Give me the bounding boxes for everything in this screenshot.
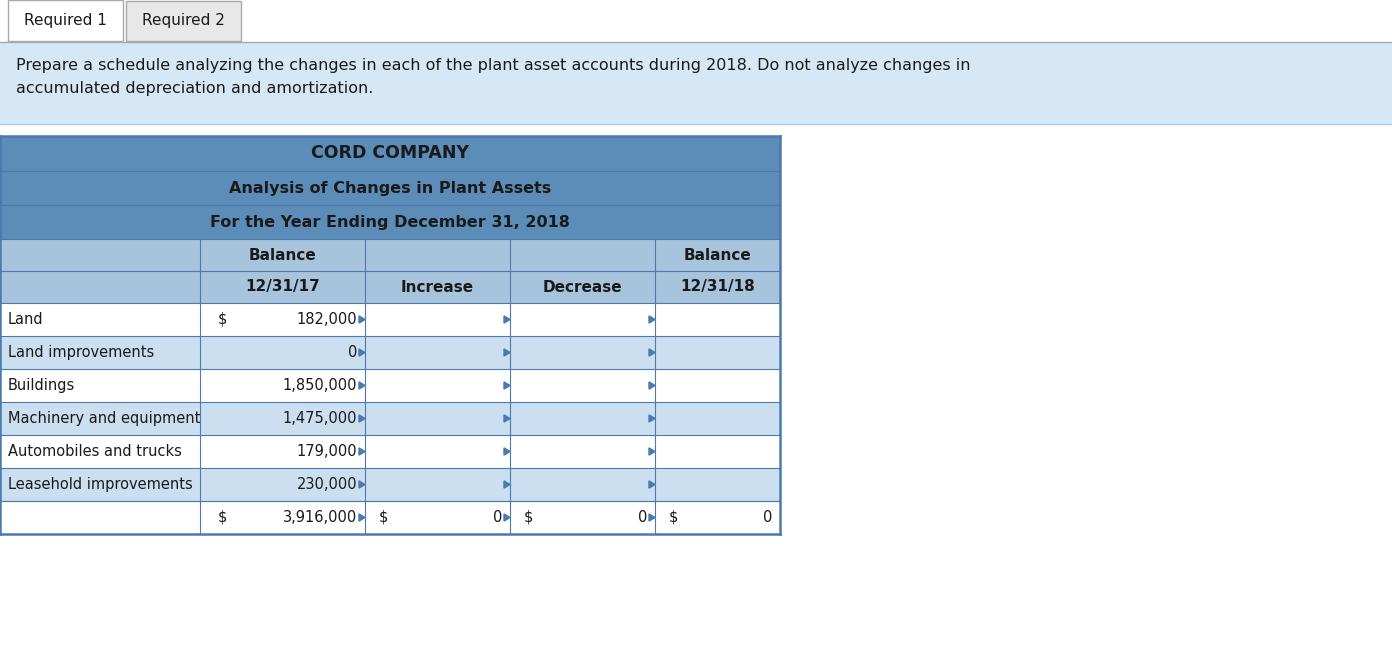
Text: 1,475,000: 1,475,000 [283, 411, 356, 426]
Text: Prepare a schedule analyzing the changes in each of the plant asset accounts dur: Prepare a schedule analyzing the changes… [15, 58, 970, 96]
Text: Analysis of Changes in Plant Assets: Analysis of Changes in Plant Assets [228, 181, 551, 196]
Text: $: $ [219, 312, 227, 327]
Polygon shape [359, 514, 365, 521]
Polygon shape [504, 514, 509, 521]
Text: 179,000: 179,000 [296, 444, 356, 459]
Polygon shape [649, 448, 656, 455]
Bar [0, 303, 780, 336]
Bar [0, 501, 780, 534]
Text: Automobiles and trucks: Automobiles and trucks [8, 444, 182, 459]
Polygon shape [649, 514, 656, 521]
Polygon shape [359, 448, 365, 455]
Bar [0, 435, 780, 468]
Text: 230,000: 230,000 [296, 477, 356, 492]
Bar [0, 0, 1392, 42]
Polygon shape [649, 349, 656, 356]
Text: Balance: Balance [683, 248, 752, 262]
Polygon shape [504, 415, 509, 422]
Text: For the Year Ending December 31, 2018: For the Year Ending December 31, 2018 [210, 214, 569, 229]
Text: 0: 0 [493, 510, 503, 525]
Polygon shape [359, 481, 365, 488]
Polygon shape [504, 481, 509, 488]
Text: 0: 0 [763, 510, 773, 525]
Text: Required 1: Required 1 [24, 13, 107, 28]
Polygon shape [359, 382, 365, 389]
Text: $: $ [379, 510, 388, 525]
Text: Buildings: Buildings [8, 378, 75, 393]
Text: 182,000: 182,000 [296, 312, 356, 327]
Bar [8, 0, 122, 41]
Text: Decrease: Decrease [543, 279, 622, 295]
Polygon shape [649, 481, 656, 488]
Text: $: $ [670, 510, 678, 525]
Bar [0, 136, 780, 239]
Bar [0, 239, 780, 303]
Bar [127, 1, 241, 41]
Polygon shape [649, 316, 656, 323]
Bar [0, 468, 780, 501]
Text: Balance: Balance [249, 248, 316, 262]
Text: 12/31/17: 12/31/17 [245, 279, 320, 295]
Polygon shape [504, 316, 509, 323]
Polygon shape [649, 415, 656, 422]
Text: Increase: Increase [401, 279, 475, 295]
Polygon shape [504, 382, 509, 389]
Polygon shape [649, 382, 656, 389]
Text: Leasehold improvements: Leasehold improvements [8, 477, 192, 492]
Bar [0, 402, 780, 435]
Bar [0, 369, 780, 402]
Polygon shape [359, 316, 365, 323]
Bar [0, 336, 780, 369]
Text: Required 2: Required 2 [142, 13, 226, 28]
Text: 12/31/18: 12/31/18 [681, 279, 754, 295]
Text: Land: Land [8, 312, 43, 327]
Text: 1,850,000: 1,850,000 [283, 378, 356, 393]
Polygon shape [504, 349, 509, 356]
Text: 0: 0 [348, 345, 356, 360]
Polygon shape [359, 349, 365, 356]
Text: 3,916,000: 3,916,000 [283, 510, 356, 525]
Text: 0: 0 [638, 510, 647, 525]
Text: Land improvements: Land improvements [8, 345, 155, 360]
Bar [0, 42, 1392, 124]
Text: $: $ [219, 510, 227, 525]
Polygon shape [504, 448, 509, 455]
Text: Machinery and equipment: Machinery and equipment [8, 411, 200, 426]
Polygon shape [359, 415, 365, 422]
Text: $: $ [523, 510, 533, 525]
Text: CORD COMPANY: CORD COMPANY [310, 144, 469, 163]
